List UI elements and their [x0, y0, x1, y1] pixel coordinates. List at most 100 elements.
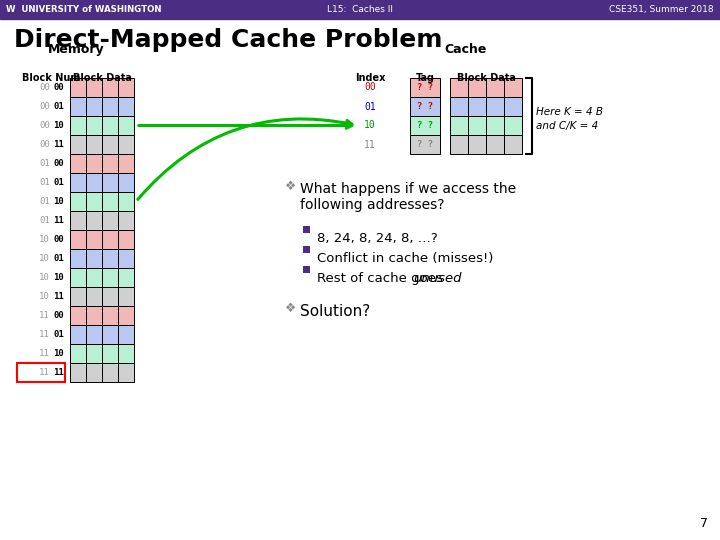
Text: CSE351, Summer 2018: CSE351, Summer 2018 — [609, 5, 714, 14]
Bar — [410, 116, 440, 135]
Bar — [486, 97, 504, 116]
Bar — [86, 78, 102, 97]
Bar — [468, 135, 486, 154]
Text: 00: 00 — [40, 140, 50, 149]
Text: ? ?: ? ? — [417, 83, 433, 92]
Bar — [17, 363, 65, 382]
Text: W  UNIVERSITY of WASHINGTON: W UNIVERSITY of WASHINGTON — [6, 5, 161, 14]
Text: 10: 10 — [40, 254, 50, 263]
Bar — [86, 211, 102, 230]
Bar — [70, 154, 86, 173]
Text: 10: 10 — [53, 121, 64, 130]
Bar — [450, 78, 468, 97]
Bar — [70, 135, 86, 154]
Text: 00: 00 — [40, 102, 50, 111]
Bar — [70, 363, 86, 382]
Text: 10: 10 — [53, 197, 64, 206]
Text: What happens if we access the: What happens if we access the — [300, 182, 516, 196]
Bar — [102, 287, 118, 306]
Bar — [102, 325, 118, 344]
Bar — [118, 363, 134, 382]
Bar — [486, 116, 504, 135]
Text: 01: 01 — [40, 159, 50, 168]
Bar — [70, 78, 86, 97]
Bar — [118, 268, 134, 287]
Text: Solution?: Solution? — [300, 304, 370, 319]
Bar — [118, 249, 134, 268]
Bar — [118, 78, 134, 97]
Bar — [102, 135, 118, 154]
Bar — [102, 78, 118, 97]
Text: Index: Index — [355, 73, 385, 83]
Bar — [86, 249, 102, 268]
Bar — [118, 344, 134, 363]
Text: 00: 00 — [53, 83, 64, 92]
Bar — [118, 173, 134, 192]
Bar — [70, 249, 86, 268]
Bar — [102, 268, 118, 287]
Text: 01: 01 — [53, 330, 64, 339]
Bar — [70, 325, 86, 344]
Text: and C/K = 4: and C/K = 4 — [536, 121, 598, 131]
Bar — [118, 135, 134, 154]
Bar — [102, 154, 118, 173]
Bar — [70, 306, 86, 325]
Text: unused: unused — [413, 272, 462, 285]
Text: following addresses?: following addresses? — [300, 198, 444, 212]
Bar — [102, 116, 118, 135]
Text: ❖: ❖ — [285, 302, 296, 315]
Bar — [102, 173, 118, 192]
Text: 11: 11 — [40, 368, 50, 377]
Bar — [450, 135, 468, 154]
Bar — [70, 116, 86, 135]
Text: 10: 10 — [40, 292, 50, 301]
Bar — [70, 287, 86, 306]
Text: 01: 01 — [53, 254, 64, 263]
Text: 01: 01 — [40, 178, 50, 187]
Bar — [86, 173, 102, 192]
Text: 00: 00 — [364, 83, 376, 92]
Bar — [102, 306, 118, 325]
Text: ❖: ❖ — [285, 180, 296, 193]
Text: 11: 11 — [53, 368, 64, 377]
Bar — [70, 211, 86, 230]
Bar — [450, 97, 468, 116]
Bar — [468, 97, 486, 116]
Text: 01: 01 — [40, 216, 50, 225]
Bar — [70, 192, 86, 211]
Text: 01: 01 — [40, 197, 50, 206]
Text: Block Data: Block Data — [73, 73, 132, 83]
Text: Conflict in cache (misses!): Conflict in cache (misses!) — [317, 252, 493, 265]
Text: 11: 11 — [40, 311, 50, 320]
Text: Block Num: Block Num — [22, 73, 81, 83]
Text: Tag: Tag — [415, 73, 434, 83]
Text: ? ?: ? ? — [417, 140, 433, 149]
Text: Here K = 4 B: Here K = 4 B — [536, 107, 603, 117]
Text: ? ?: ? ? — [417, 102, 433, 111]
Bar — [102, 344, 118, 363]
Bar — [303, 246, 310, 253]
Bar — [118, 287, 134, 306]
Bar — [486, 135, 504, 154]
Bar — [102, 192, 118, 211]
Text: 11: 11 — [53, 140, 64, 149]
Bar — [504, 116, 522, 135]
Text: 11: 11 — [364, 139, 376, 150]
Bar — [504, 97, 522, 116]
Text: 00: 00 — [40, 83, 50, 92]
Bar — [86, 325, 102, 344]
Text: 11: 11 — [53, 292, 64, 301]
Bar — [70, 268, 86, 287]
Bar — [118, 230, 134, 249]
Text: Direct-Mapped Cache Problem: Direct-Mapped Cache Problem — [14, 28, 443, 52]
Bar — [410, 97, 440, 116]
Bar — [468, 116, 486, 135]
Bar — [102, 211, 118, 230]
Bar — [86, 287, 102, 306]
Bar — [86, 344, 102, 363]
Bar — [118, 97, 134, 116]
Bar — [118, 306, 134, 325]
Bar — [70, 97, 86, 116]
Text: 8, 24, 8, 24, 8, …?: 8, 24, 8, 24, 8, …? — [317, 232, 438, 245]
Bar — [118, 211, 134, 230]
